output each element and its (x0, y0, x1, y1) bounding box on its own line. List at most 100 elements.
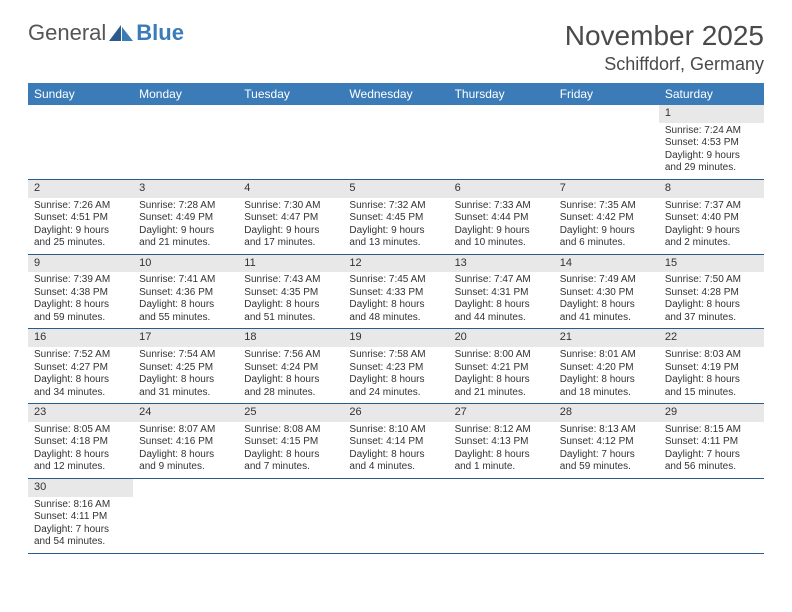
sunset-text: Sunset: 4:14 PM (349, 436, 442, 449)
day-body: Sunrise: 8:03 AMSunset: 4:19 PMDaylight:… (659, 347, 764, 403)
daylight-text: Daylight: 8 hours and 1 minute. (455, 449, 548, 474)
day-body (238, 497, 343, 516)
day-body: Sunrise: 8:13 AMSunset: 4:12 PMDaylight:… (554, 422, 659, 478)
weekday-header: Tuesday (238, 83, 343, 105)
day-body (238, 123, 343, 142)
calendar-day-cell: 6Sunrise: 7:33 AMSunset: 4:44 PMDaylight… (449, 179, 554, 254)
sunset-text: Sunset: 4:36 PM (139, 287, 232, 300)
calendar-day-cell: 29Sunrise: 8:15 AMSunset: 4:11 PMDayligh… (659, 404, 764, 479)
day-body (28, 123, 133, 142)
sunrise-text: Sunrise: 7:26 AM (34, 200, 127, 213)
day-number (238, 105, 343, 123)
day-number: 27 (449, 404, 554, 422)
day-number: 26 (343, 404, 448, 422)
sunset-text: Sunset: 4:44 PM (455, 212, 548, 225)
sunrise-text: Sunrise: 7:28 AM (139, 200, 232, 213)
sunrise-text: Sunrise: 8:13 AM (560, 424, 653, 437)
sunrise-text: Sunrise: 7:50 AM (665, 274, 758, 287)
calendar-day-cell (554, 478, 659, 553)
sunset-text: Sunset: 4:33 PM (349, 287, 442, 300)
day-number: 1 (659, 105, 764, 123)
sunrise-text: Sunrise: 7:37 AM (665, 200, 758, 213)
day-body: Sunrise: 7:54 AMSunset: 4:25 PMDaylight:… (133, 347, 238, 403)
calendar-week-row: 9Sunrise: 7:39 AMSunset: 4:38 PMDaylight… (28, 254, 764, 329)
day-body: Sunrise: 7:24 AMSunset: 4:53 PMDaylight:… (659, 123, 764, 179)
calendar-day-cell (449, 478, 554, 553)
daylight-text: Daylight: 8 hours and 12 minutes. (34, 449, 127, 474)
day-body: Sunrise: 7:28 AMSunset: 4:49 PMDaylight:… (133, 198, 238, 254)
day-body: Sunrise: 7:49 AMSunset: 4:30 PMDaylight:… (554, 272, 659, 328)
sunset-text: Sunset: 4:53 PM (665, 137, 758, 150)
daylight-text: Daylight: 8 hours and 44 minutes. (455, 299, 548, 324)
sunrise-text: Sunrise: 8:08 AM (244, 424, 337, 437)
calendar-day-cell: 27Sunrise: 8:12 AMSunset: 4:13 PMDayligh… (449, 404, 554, 479)
calendar-day-cell (133, 105, 238, 179)
calendar-day-cell (238, 105, 343, 179)
logo-text-2: Blue (136, 20, 184, 46)
daylight-text: Daylight: 8 hours and 9 minutes. (139, 449, 232, 474)
day-number: 7 (554, 180, 659, 198)
calendar-day-cell: 23Sunrise: 8:05 AMSunset: 4:18 PMDayligh… (28, 404, 133, 479)
daylight-text: Daylight: 9 hours and 21 minutes. (139, 225, 232, 250)
daylight-text: Daylight: 8 hours and 24 minutes. (349, 374, 442, 399)
day-body (554, 123, 659, 142)
calendar-day-cell: 28Sunrise: 8:13 AMSunset: 4:12 PMDayligh… (554, 404, 659, 479)
day-number (554, 479, 659, 497)
daylight-text: Daylight: 8 hours and 15 minutes. (665, 374, 758, 399)
day-body: Sunrise: 7:45 AMSunset: 4:33 PMDaylight:… (343, 272, 448, 328)
day-number: 6 (449, 180, 554, 198)
day-body (343, 123, 448, 142)
calendar-day-cell (659, 478, 764, 553)
sunset-text: Sunset: 4:45 PM (349, 212, 442, 225)
day-body: Sunrise: 7:56 AMSunset: 4:24 PMDaylight:… (238, 347, 343, 403)
calendar-week-row: 23Sunrise: 8:05 AMSunset: 4:18 PMDayligh… (28, 404, 764, 479)
day-body: Sunrise: 7:50 AMSunset: 4:28 PMDaylight:… (659, 272, 764, 328)
day-number: 23 (28, 404, 133, 422)
day-body: Sunrise: 8:08 AMSunset: 4:15 PMDaylight:… (238, 422, 343, 478)
sunset-text: Sunset: 4:13 PM (455, 436, 548, 449)
daylight-text: Daylight: 7 hours and 54 minutes. (34, 524, 127, 549)
daylight-text: Daylight: 8 hours and 7 minutes. (244, 449, 337, 474)
sunrise-text: Sunrise: 8:05 AM (34, 424, 127, 437)
sunset-text: Sunset: 4:42 PM (560, 212, 653, 225)
calendar-day-cell: 24Sunrise: 8:07 AMSunset: 4:16 PMDayligh… (133, 404, 238, 479)
daylight-text: Daylight: 7 hours and 59 minutes. (560, 449, 653, 474)
calendar-day-cell: 10Sunrise: 7:41 AMSunset: 4:36 PMDayligh… (133, 254, 238, 329)
calendar-day-cell: 19Sunrise: 7:58 AMSunset: 4:23 PMDayligh… (343, 329, 448, 404)
calendar-day-cell: 30Sunrise: 8:16 AMSunset: 4:11 PMDayligh… (28, 478, 133, 553)
calendar-day-cell: 13Sunrise: 7:47 AMSunset: 4:31 PMDayligh… (449, 254, 554, 329)
day-number: 19 (343, 329, 448, 347)
calendar-day-cell: 1Sunrise: 7:24 AMSunset: 4:53 PMDaylight… (659, 105, 764, 179)
sunset-text: Sunset: 4:51 PM (34, 212, 127, 225)
daylight-text: Daylight: 8 hours and 48 minutes. (349, 299, 442, 324)
sunrise-text: Sunrise: 7:24 AM (665, 125, 758, 138)
sunrise-text: Sunrise: 8:00 AM (455, 349, 548, 362)
calendar-day-cell: 17Sunrise: 7:54 AMSunset: 4:25 PMDayligh… (133, 329, 238, 404)
sunset-text: Sunset: 4:24 PM (244, 362, 337, 375)
day-number: 9 (28, 255, 133, 273)
sunset-text: Sunset: 4:11 PM (34, 511, 127, 524)
calendar-day-cell: 21Sunrise: 8:01 AMSunset: 4:20 PMDayligh… (554, 329, 659, 404)
calendar-day-cell: 14Sunrise: 7:49 AMSunset: 4:30 PMDayligh… (554, 254, 659, 329)
weekday-header: Friday (554, 83, 659, 105)
day-body: Sunrise: 8:07 AMSunset: 4:16 PMDaylight:… (133, 422, 238, 478)
day-number (28, 105, 133, 123)
calendar-day-cell (449, 105, 554, 179)
calendar-week-row: 1Sunrise: 7:24 AMSunset: 4:53 PMDaylight… (28, 105, 764, 179)
sunset-text: Sunset: 4:49 PM (139, 212, 232, 225)
day-number: 28 (554, 404, 659, 422)
daylight-text: Daylight: 8 hours and 51 minutes. (244, 299, 337, 324)
calendar-day-cell (133, 478, 238, 553)
sunset-text: Sunset: 4:47 PM (244, 212, 337, 225)
day-body: Sunrise: 7:47 AMSunset: 4:31 PMDaylight:… (449, 272, 554, 328)
daylight-text: Daylight: 8 hours and 4 minutes. (349, 449, 442, 474)
sunset-text: Sunset: 4:25 PM (139, 362, 232, 375)
day-number: 13 (449, 255, 554, 273)
sunrise-text: Sunrise: 7:41 AM (139, 274, 232, 287)
calendar-day-cell: 18Sunrise: 7:56 AMSunset: 4:24 PMDayligh… (238, 329, 343, 404)
calendar-day-cell: 16Sunrise: 7:52 AMSunset: 4:27 PMDayligh… (28, 329, 133, 404)
daylight-text: Daylight: 9 hours and 29 minutes. (665, 150, 758, 175)
page-header: General Blue November 2025 Schiffdorf, G… (28, 20, 764, 75)
day-body: Sunrise: 7:39 AMSunset: 4:38 PMDaylight:… (28, 272, 133, 328)
weekday-header: Thursday (449, 83, 554, 105)
